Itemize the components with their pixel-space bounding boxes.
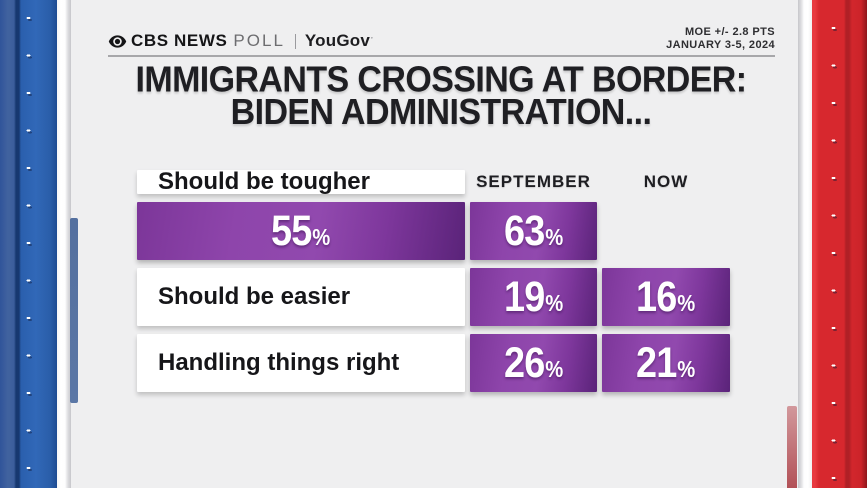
percent-sign: % <box>545 289 564 316</box>
poll-wordmark: POLL <box>233 31 285 50</box>
value-cell-tougher-september: 55% <box>137 202 465 260</box>
value-handling-now: 21% <box>636 338 696 387</box>
logo-divider <box>294 33 296 49</box>
poll-title-line1: IMMIGRANTS CROSSING AT BORDER: <box>135 59 748 100</box>
percent-sign: % <box>677 289 696 316</box>
blue-bar-rivets-icon <box>24 0 34 488</box>
cbs-eye-icon <box>108 32 127 51</box>
percent-sign: % <box>677 355 696 382</box>
cbs-news-poll-logo: CBS NEWS POLL YouGov ’ <box>108 31 373 51</box>
row-label-tougher: Should be tougher <box>137 168 465 195</box>
poll-table: SEPTEMBER NOW Should be tougher 55% 63% … <box>137 168 730 392</box>
red-binding-bar <box>812 0 867 488</box>
red-bookmark-tab <box>787 406 797 488</box>
blue-bookmark-tab <box>70 218 78 403</box>
red-bar-rivets-icon <box>829 0 839 488</box>
poll-meta: MOE +/- 2.8 PTS JANUARY 3-5, 2024 <box>666 26 775 52</box>
poll-title: IMMIGRANTS CROSSING AT BORDER: BIDEN ADM… <box>96 59 786 133</box>
date-line: JANUARY 3-5, 2024 <box>666 39 775 51</box>
value-cell-easier-now: 16% <box>602 268 730 326</box>
row-label-easier: Should be easier <box>137 268 465 326</box>
column-header-september: SEPTEMBER <box>476 172 591 191</box>
percent-sign: % <box>545 355 564 382</box>
blue-binding-bar <box>0 0 57 488</box>
header-rule <box>108 55 775 57</box>
cbs-news-wordmark: CBS NEWS <box>131 31 228 50</box>
value-cell-handling-now: 21% <box>602 334 730 392</box>
percent-sign: % <box>312 223 331 250</box>
value-easier-now: 16% <box>636 272 696 321</box>
moe-line: MOE +/- 2.8 PTS <box>684 26 775 38</box>
value-cell-handling-september: 26% <box>470 334 597 392</box>
value-cell-easier-september: 19% <box>470 268 597 326</box>
yougov-trademark: ’ <box>371 36 373 45</box>
column-header-now: NOW <box>643 172 689 191</box>
value-cell-tougher-now: 63% <box>470 202 597 260</box>
left-page-edge <box>57 0 71 488</box>
value-tougher-september: 55% <box>271 206 331 255</box>
poll-title-line2: BIDEN ADMINISTRATION... <box>230 92 652 133</box>
value-easier-september: 19% <box>503 272 564 321</box>
right-page-edge <box>798 0 812 488</box>
yougov-wordmark: YouGov <box>304 31 371 50</box>
percent-sign: % <box>545 223 564 250</box>
row-label-handling-right: Handling things right <box>137 334 465 392</box>
value-tougher-now: 63% <box>503 206 564 255</box>
header: CBS NEWS POLL YouGov ’ MOE +/- 2.8 PTS J… <box>108 26 775 52</box>
value-handling-september: 26% <box>503 338 564 387</box>
